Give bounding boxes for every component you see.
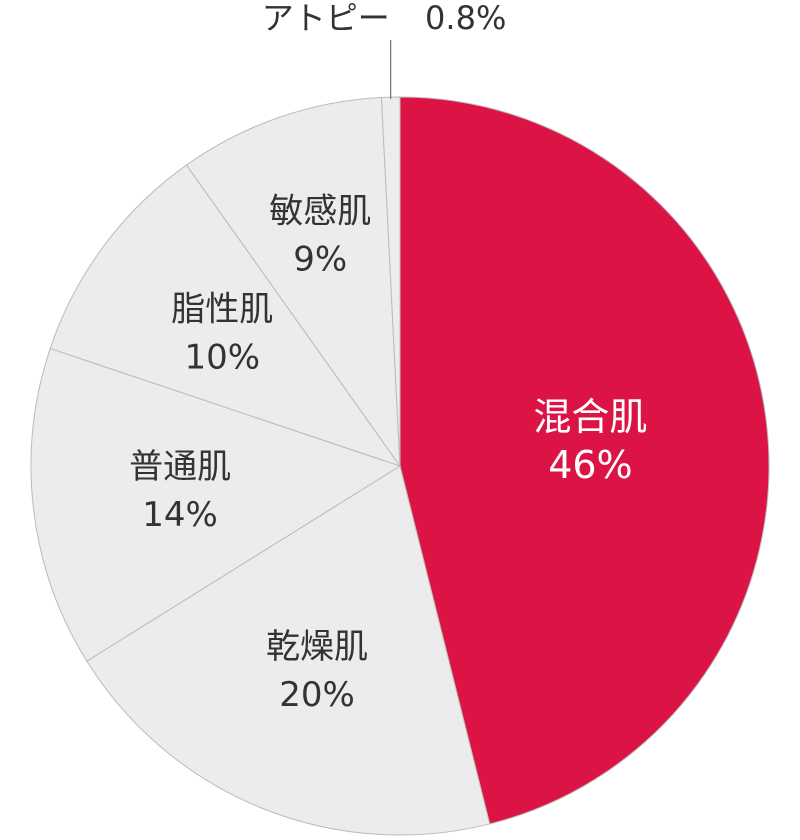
slice-label: 敏感肌 xyxy=(269,191,371,231)
value-label: 46% xyxy=(548,443,632,487)
pie-slice xyxy=(399,96,770,825)
value-label: 9% xyxy=(293,239,347,279)
pie-slice xyxy=(86,465,491,836)
slice-label: アトピー xyxy=(262,0,390,37)
value-label: 14% xyxy=(142,495,218,535)
value-label: 10% xyxy=(184,337,260,377)
slice-label: 混合肌 xyxy=(533,395,647,439)
slice-label: 乾燥肌 xyxy=(266,627,368,667)
pie-slice xyxy=(49,164,402,467)
pie-slice xyxy=(185,96,401,468)
value-label: 20% xyxy=(279,675,355,715)
slice-label: 普通肌 xyxy=(129,447,231,487)
pie-slice xyxy=(30,347,402,662)
value-label: 0.8% xyxy=(425,0,506,37)
slice-label: 脂性肌 xyxy=(171,289,273,329)
